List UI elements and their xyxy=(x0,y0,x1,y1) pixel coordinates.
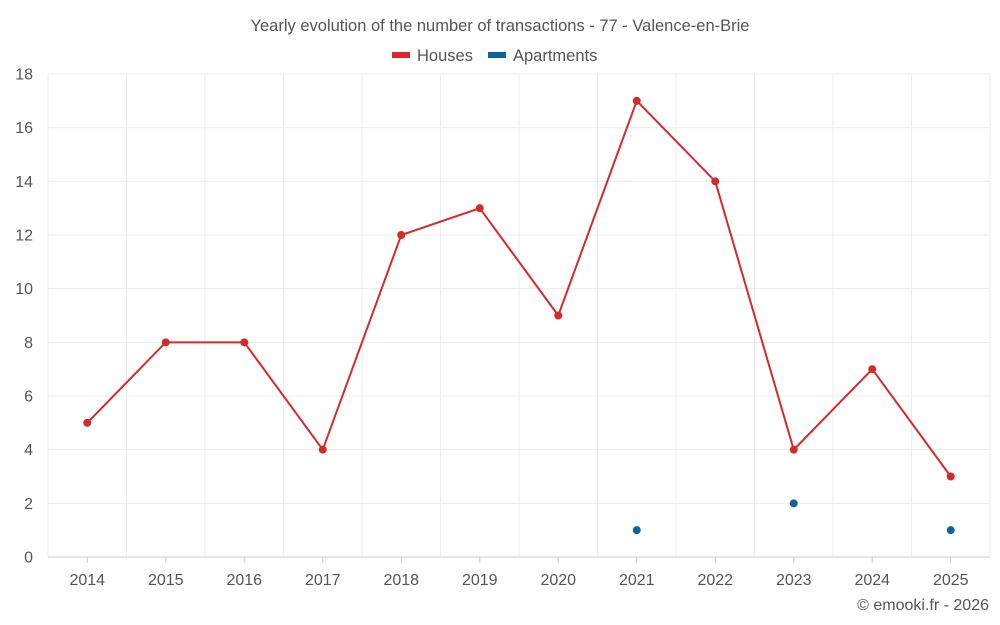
data-point-apartments xyxy=(789,499,798,508)
axes: 0 2 4 6 8 10 12 14 16 18 2014 2015 2016 2017 2018 2019 2… xyxy=(15,67,968,590)
data-point-apartments xyxy=(946,526,955,535)
data-point-houses xyxy=(946,472,955,481)
data-point-houses xyxy=(711,177,720,186)
y-tick-label: 6 xyxy=(24,389,33,406)
x-tick-label: 2025 xyxy=(933,572,969,589)
chart-title: Yearly evolution of the number of transa… xyxy=(251,17,750,35)
data-point-houses xyxy=(475,204,484,213)
y-tick-label: 18 xyxy=(15,67,33,84)
y-tick-label: 14 xyxy=(15,174,33,191)
data-point-houses xyxy=(632,96,641,105)
x-tick-label: 2018 xyxy=(383,572,419,589)
x-tick-label: 2024 xyxy=(854,572,890,589)
x-tick-label: 2016 xyxy=(226,572,262,589)
x-tick-label: 2019 xyxy=(462,572,498,589)
legend-swatch-apartments xyxy=(488,52,506,58)
data-point-houses xyxy=(789,445,798,454)
y-tick-label: 2 xyxy=(24,496,33,513)
legend-swatch-houses xyxy=(392,52,410,58)
x-tick-label: 2015 xyxy=(148,572,184,589)
legend-label-apartments: Apartments xyxy=(513,47,597,65)
grid xyxy=(47,73,991,558)
x-tick-label: 2021 xyxy=(619,572,655,589)
x-tick-label: 2023 xyxy=(776,572,812,589)
x-tick-label: 2014 xyxy=(69,572,105,589)
data-point-houses xyxy=(397,231,406,239)
legend-label-houses: Houses xyxy=(417,47,473,65)
data-point-houses xyxy=(318,445,327,454)
data-point-houses xyxy=(83,418,92,427)
credit: © emooki.fr - 2026 xyxy=(857,597,989,614)
series-line-houses xyxy=(86,98,952,478)
x-tick-label: 2022 xyxy=(697,572,733,589)
data-point-houses xyxy=(161,338,170,347)
y-tick-label: 0 xyxy=(24,550,33,567)
y-tick-label: 12 xyxy=(15,228,33,245)
data-point-houses xyxy=(554,311,563,320)
legend: Houses Apartments xyxy=(392,47,597,65)
y-tick-label: 16 xyxy=(15,120,33,137)
data-point-houses xyxy=(868,365,877,374)
x-tick-label: 2017 xyxy=(305,572,341,589)
y-tick-label: 8 xyxy=(24,335,33,352)
y-tick-label: 10 xyxy=(15,281,33,298)
data-point-apartments xyxy=(632,526,641,535)
series xyxy=(83,96,955,535)
y-tick-label: 4 xyxy=(24,442,33,459)
x-tick-label: 2020 xyxy=(540,572,576,589)
data-point-houses xyxy=(240,338,249,347)
